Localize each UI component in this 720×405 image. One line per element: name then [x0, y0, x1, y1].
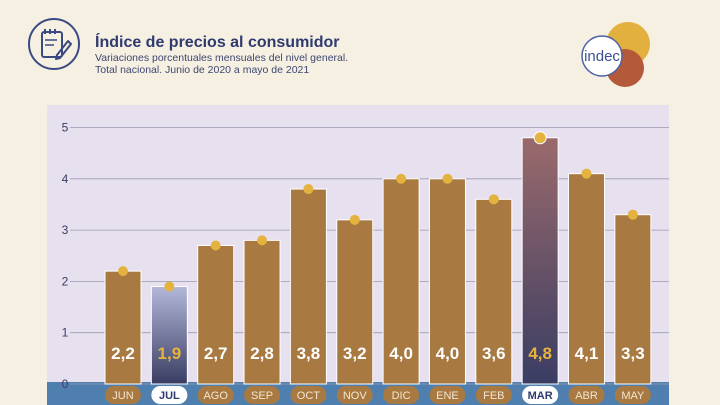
x-tick-label: NOV: [343, 390, 368, 402]
subtitle: Variaciones porcentuales mensuales del n…: [95, 52, 348, 76]
bar-dic: [382, 178, 420, 385]
x-tick-pill: [475, 386, 512, 404]
bars: 2,2 1,9 2,7 2,8 3,8 3,2 4,0 4,0 3,6 4,8 4,1 3,3: [104, 131, 652, 385]
x-tick-pill: [290, 386, 327, 404]
notepad-pencil-icon: [28, 18, 80, 70]
point-marker: [533, 131, 547, 145]
x-tick-label: FEB: [483, 390, 504, 402]
bar-abr: [568, 173, 605, 385]
indec-logo: indec: [581, 22, 650, 87]
x-tick-label: ABR: [575, 390, 598, 402]
point-marker: [488, 194, 499, 205]
value-label: 3,8: [297, 344, 321, 363]
bar-chart: 0 1 2 3 4 5 2,2 1,9 2,7 2,8 3,8 3,2 4,0 4,0 3,6 4,8 4,1…: [47, 105, 669, 405]
x-tick-label: JUL: [159, 390, 180, 402]
x-tick-pill: [197, 386, 234, 404]
point-marker: [164, 281, 175, 292]
x-tick-pill: [151, 386, 188, 404]
y-tick-label: 1: [62, 326, 69, 340]
point-marker: [303, 184, 314, 195]
y-tick-label: 4: [62, 172, 69, 186]
bar-sep: [243, 239, 281, 385]
point-marker: [396, 173, 407, 184]
x-tick-label: JUN: [112, 390, 133, 402]
value-label: 3,2: [343, 344, 367, 363]
value-label: 4,8: [528, 344, 552, 363]
subtitle-line-2: Total nacional. Junio de 2020 a mayo de …: [95, 64, 310, 76]
x-tick-pill: [105, 386, 141, 404]
value-label: 3,6: [482, 344, 506, 363]
x-tick-pill: [336, 386, 373, 404]
point-marker: [442, 173, 453, 184]
y-axis: 0 1 2 3 4 5: [62, 121, 69, 392]
value-label: 2,2: [111, 344, 135, 363]
x-tick-pill: [429, 386, 466, 404]
y-tick-label: 5: [62, 121, 69, 135]
x-tick-pill: [614, 386, 651, 404]
value-label: 2,8: [250, 344, 274, 363]
y-tick-label: 2: [62, 274, 69, 288]
value-label: 1,9: [158, 344, 182, 363]
point-marker: [349, 214, 360, 225]
value-label: 4,0: [389, 344, 413, 363]
value-label: 2,7: [204, 344, 228, 363]
y-tick-label: 0: [62, 377, 69, 391]
page-title: Índice de precios al consumidor: [95, 34, 340, 51]
value-label: 4,0: [436, 344, 460, 363]
x-tick-label: ENE: [436, 390, 459, 402]
bar-jul: [150, 286, 188, 385]
point-marker: [257, 235, 268, 246]
bar-may: [614, 214, 652, 385]
y-tick-label: 3: [62, 223, 69, 237]
x-tick-pill: [244, 386, 281, 404]
point-marker: [581, 168, 592, 179]
value-label: 4,1: [575, 344, 599, 363]
x-tick-label: OCT: [297, 390, 321, 402]
subtitle-line-1: Variaciones porcentuales mensuales del n…: [95, 52, 349, 64]
header: Índice de precios al consumidor Variacio…: [0, 0, 720, 100]
x-tick-label: AGO: [203, 390, 228, 402]
logo-text: indec: [584, 48, 620, 65]
bar-nov: [336, 219, 374, 385]
x-axis: JUN JUL AGO SEP OCT NOV DIC ENE FEB MAR ABR MAY: [105, 386, 651, 404]
x-tick-label: MAR: [528, 390, 553, 402]
point-marker: [627, 209, 638, 220]
x-tick-label: MAY: [621, 390, 645, 402]
x-tick-pill: [522, 386, 559, 404]
bar-oct: [289, 188, 327, 385]
x-tick-pill: [568, 386, 605, 404]
x-tick-label: DIC: [392, 390, 411, 402]
point-marker: [118, 266, 128, 277]
x-tick-label: SEP: [251, 390, 273, 402]
bar-jun: [104, 270, 142, 385]
bar-ago: [197, 244, 235, 385]
x-tick-pill: [383, 386, 420, 404]
bar-mar: [521, 137, 559, 385]
point-marker: [210, 240, 221, 251]
value-label: 3,3: [621, 344, 645, 363]
